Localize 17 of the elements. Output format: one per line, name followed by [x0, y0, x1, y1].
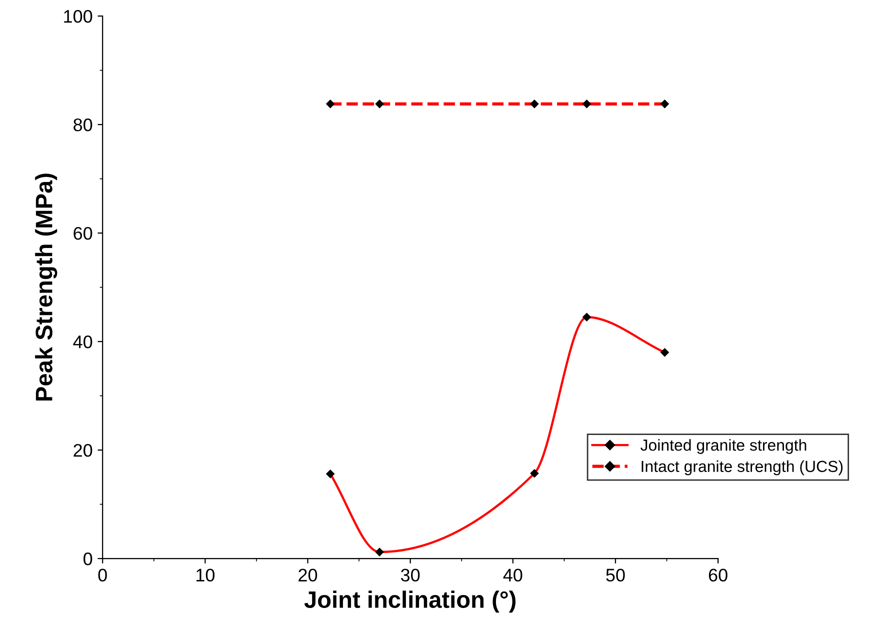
y-tick-label: 60 [74, 226, 92, 240]
legend-label: Jointed granite strength [640, 439, 806, 454]
legend-label: Intact granite strength (UCS) [642, 460, 843, 476]
x-tick-label: 0 [98, 568, 107, 582]
y-tick-label: 0 [84, 552, 92, 566]
y-tick-label: 80 [74, 118, 92, 132]
y-tick-label: 100 [64, 10, 92, 23]
x-tick-label: 40 [503, 568, 522, 582]
y-tick-label: 20 [74, 444, 92, 457]
y-axis-title: Peak Strength (MPa) [35, 174, 58, 401]
x-tick-label: 30 [400, 568, 420, 582]
x-axis-title: Joint inclination (°) [304, 590, 516, 613]
y-tick-label: 40 [73, 335, 92, 348]
x-tick-label: 60 [708, 568, 728, 582]
x-tick-label: 10 [196, 568, 214, 582]
x-tick-label: 20 [298, 568, 318, 582]
x-tick-label: 50 [606, 568, 625, 582]
